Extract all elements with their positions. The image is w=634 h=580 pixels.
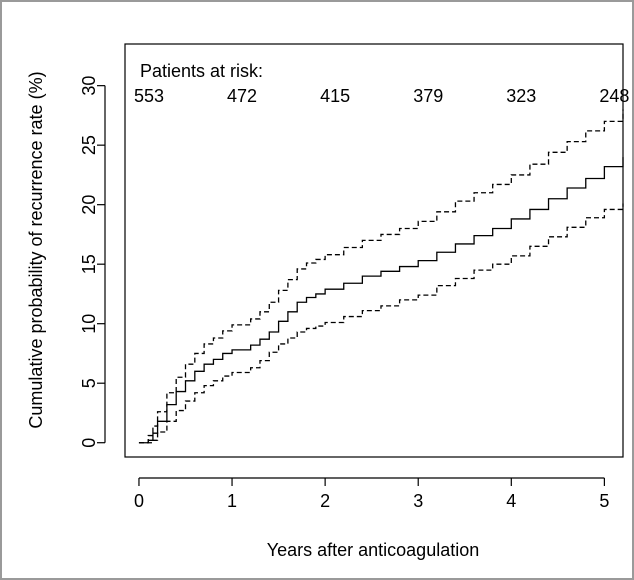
- plot-area-border: [124, 43, 624, 458]
- risk-table-values: 553 472 415 379 323 248: [134, 86, 629, 106]
- y-tick-label: 25: [79, 135, 99, 155]
- y-tick-label: 15: [79, 254, 99, 274]
- x-tick-label: 2: [320, 491, 330, 511]
- series-lower-ci-line: [138, 203, 624, 444]
- x-tick-label: 5: [599, 491, 609, 511]
- x-axis: 0 1 2 3 4 5: [134, 477, 609, 511]
- risk-table-label: Patients at risk:: [140, 61, 263, 81]
- x-tick-label: 1: [227, 491, 237, 511]
- risk-value: 415: [320, 86, 350, 106]
- x-tick-label: 0: [134, 491, 144, 511]
- y-tick-label: 20: [79, 195, 99, 215]
- y-tick-label: 0: [79, 438, 99, 448]
- series-layer: [138, 109, 624, 444]
- series-upper-ci-line: [138, 109, 624, 444]
- y-tick-label: 30: [79, 76, 99, 96]
- y-axis-title: Cumulative probability of recurrence rat…: [26, 71, 46, 428]
- x-axis-title: Years after anticoagulation: [267, 540, 479, 560]
- risk-value: 379: [413, 86, 443, 106]
- x-tick-label: 4: [506, 491, 516, 511]
- risk-value: 323: [506, 86, 536, 106]
- risk-value: 553: [134, 86, 164, 106]
- x-tick-label: 3: [413, 491, 423, 511]
- series-estimate-line: [138, 157, 624, 444]
- y-axis: 0 5 10 15 20 25 30: [79, 76, 106, 448]
- risk-value: 472: [227, 86, 257, 106]
- y-tick-label: 10: [79, 314, 99, 334]
- risk-value: 248: [599, 86, 629, 106]
- y-tick-label: 5: [79, 378, 99, 388]
